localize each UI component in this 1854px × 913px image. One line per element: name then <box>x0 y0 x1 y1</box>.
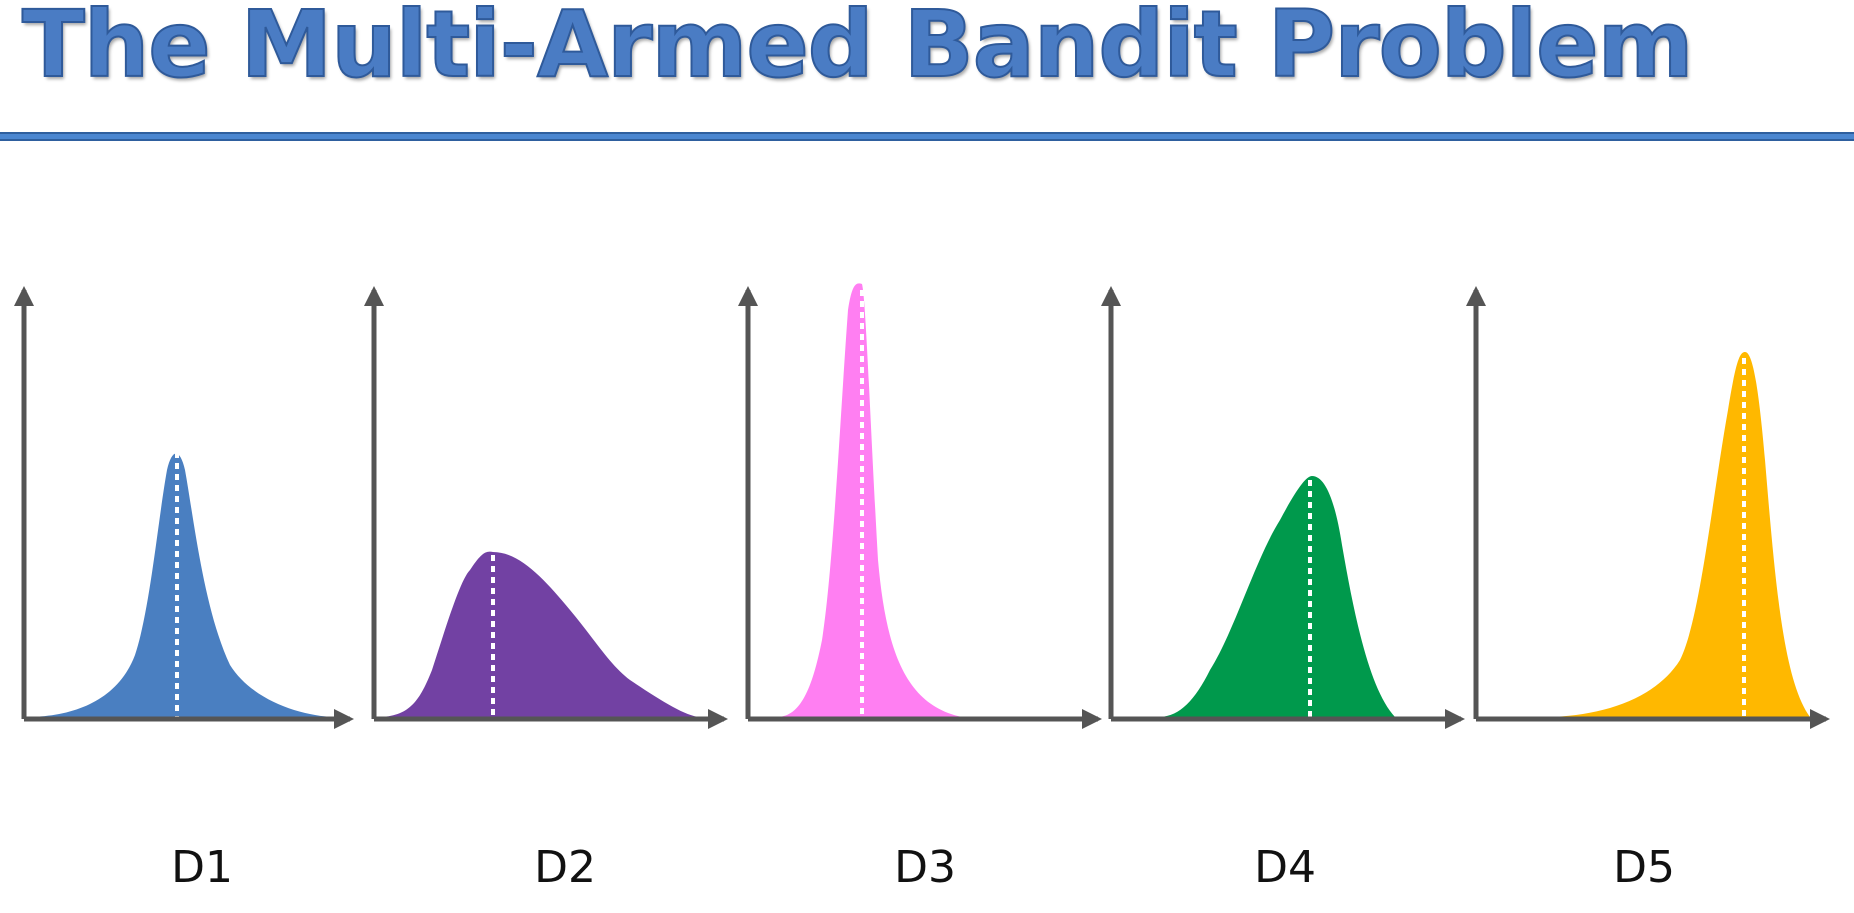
d2-density-curve <box>380 551 700 717</box>
d1-label: D1 <box>171 842 233 893</box>
distribution-d2: D2 <box>364 286 728 893</box>
d3-label: D3 <box>894 842 956 893</box>
d4-density-curve <box>1160 476 1395 717</box>
d5-label: D5 <box>1613 842 1675 893</box>
d2-label: D2 <box>534 842 596 893</box>
distribution-d4: D4 <box>1101 286 1465 893</box>
distribution-d5: D5 <box>1466 286 1830 893</box>
d4-label: D4 <box>1254 842 1316 893</box>
d3-density-curve <box>778 283 962 717</box>
d1-density-curve <box>30 453 335 717</box>
distribution-d1: D1 <box>13 286 354 893</box>
slide-title: The Multi-Armed Bandit Problem <box>21 0 1694 98</box>
distribution-d3: D3 <box>738 283 1102 893</box>
title-divider <box>0 132 1854 141</box>
d5-density-curve <box>1548 352 1810 717</box>
